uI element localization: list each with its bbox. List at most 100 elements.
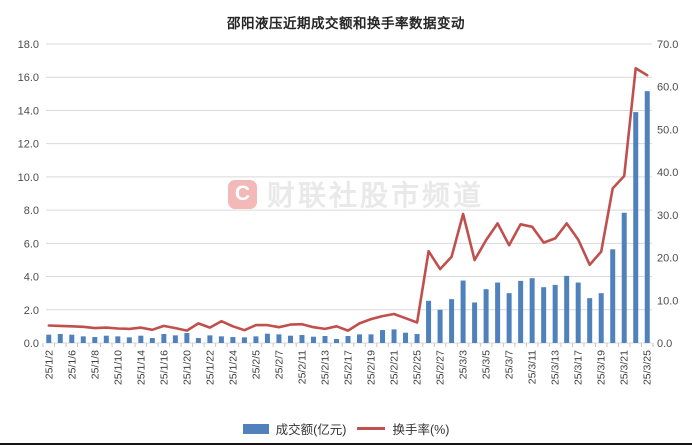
x-axis-date-label: 25/2/27 [435, 350, 447, 385]
volume-bar [218, 336, 224, 343]
x-axis-date-label: 25/3/3 [458, 350, 470, 379]
left-axis-tick-label: 6.0 [24, 238, 39, 250]
volume-bar [103, 335, 109, 343]
volume-bar [598, 293, 604, 343]
volume-bar [207, 335, 213, 343]
volume-bar [633, 112, 639, 343]
x-axis-date-label: 25/2/17 [343, 350, 355, 385]
right-axis-tick-label: 30.0 [657, 210, 678, 222]
left-axis-tick-label: 10.0 [18, 172, 39, 184]
volume-bar [552, 284, 558, 343]
volume-bar [241, 337, 247, 343]
volume-bar [414, 334, 420, 343]
legend-line-swatch-icon [357, 427, 386, 430]
cailianshe-logo-icon: C [228, 179, 257, 209]
x-axis-date-label: 25/1/16 [158, 350, 170, 385]
right-axis-tick-label: 0.0 [657, 338, 672, 350]
x-axis-date-label: 25/1/14 [135, 350, 147, 385]
volume-bar [333, 339, 339, 343]
x-axis-date-label: 25/1/24 [227, 350, 239, 385]
x-axis-date-label: 25/3/17 [573, 350, 585, 385]
volume-bar [46, 334, 52, 343]
x-axis-date-label: 25/3/7 [504, 350, 516, 379]
logo-letter: C [234, 182, 251, 205]
volume-bar [287, 335, 293, 343]
right-axis-tick-label: 10.0 [657, 295, 678, 307]
x-axis-date-label: 25/2/11 [296, 350, 308, 384]
volume-bar [253, 336, 259, 343]
volume-bar [460, 280, 466, 343]
right-axis-tick-label: 70.0 [657, 39, 678, 51]
volume-bar [138, 335, 144, 343]
x-axis-date-label: 25/3/21 [619, 350, 631, 385]
volume-bar [357, 334, 363, 343]
x-axis-date-label: 25/1/20 [181, 350, 193, 385]
left-axis-tick-label: 12.0 [18, 139, 39, 151]
x-axis-date-label: 25/1/10 [112, 350, 124, 385]
volume-bar [426, 300, 432, 343]
volume-bar [92, 337, 98, 343]
volume-bar [610, 249, 616, 343]
volume-bar [115, 336, 121, 343]
left-axis-tick-label: 2.0 [24, 305, 39, 317]
volume-bar [483, 289, 489, 343]
volume-bar [126, 337, 132, 343]
watermark-text: 财联社股市频道 [267, 180, 485, 211]
volume-bar [299, 335, 305, 343]
chart-title: 邵阳液压近期成交额和换手率数据变动 [227, 16, 465, 31]
x-axis-date-label: 25/2/5 [250, 350, 262, 379]
x-axis-date-label: 25/2/13 [319, 350, 331, 385]
volume-bar [437, 309, 443, 343]
left-axis-tick-label: 4.0 [24, 272, 39, 284]
volume-bar [587, 298, 593, 343]
x-axis-date-label: 25/2/21 [389, 350, 401, 385]
volume-bar [506, 293, 512, 343]
volume-bar [149, 338, 155, 343]
right-axis-tick-label: 50.0 [657, 124, 678, 136]
watermark: C 财联社股市频道 [228, 174, 484, 214]
volume-bar [322, 336, 328, 343]
volume-bar [57, 334, 63, 343]
volume-bar [564, 275, 570, 343]
x-axis-date-label: 25/1/6 [66, 350, 78, 379]
right-axis-tick-label: 60.0 [657, 82, 678, 94]
volume-bar [230, 337, 236, 343]
left-axis-tick-label: 0.0 [24, 338, 39, 350]
left-axis-tick-label: 18.0 [18, 39, 39, 51]
x-axis-date-label: 25/3/11 [527, 350, 539, 384]
turnover-line [47, 67, 649, 332]
volume-bar [518, 280, 524, 343]
legend-line-label: 换手率(%) [392, 423, 450, 437]
volume-bar [264, 333, 270, 343]
x-axis-date-label: 25/3/19 [596, 350, 608, 385]
volume-bar [184, 333, 190, 343]
x-axis-date-label: 25/3/25 [642, 350, 654, 385]
volume-bar [403, 332, 409, 343]
x-axis-date-label: 25/2/7 [273, 350, 285, 379]
left-axis-tick-label: 14.0 [18, 105, 39, 117]
left-axis-tick-label: 8.0 [24, 205, 39, 217]
volume-bar [172, 335, 178, 343]
volume-bar [380, 330, 386, 343]
volume-bar [391, 329, 397, 343]
left-axis-tick-label: 16.0 [18, 72, 39, 84]
x-axis-date-label: 25/1/2 [43, 350, 55, 379]
x-axis-date-label: 25/1/8 [89, 350, 101, 379]
volume-bar [575, 282, 581, 343]
legend-bar-label: 成交额(亿元) [275, 423, 347, 437]
x-axis-date-label: 25/3/5 [481, 350, 493, 379]
volume-bar [529, 278, 535, 343]
volume-bar [161, 334, 167, 343]
volume-bar [80, 336, 86, 343]
volume-bar [541, 287, 547, 343]
x-axis-date-label: 25/2/19 [366, 350, 378, 385]
volume-bar [472, 302, 478, 343]
volume-bar [276, 334, 282, 343]
volume-bar [69, 334, 75, 343]
volume-bar [449, 299, 455, 343]
legend-bar-swatch-icon [242, 423, 269, 434]
x-axis-date-label: 25/3/13 [550, 350, 562, 385]
x-axis-date-label: 25/1/22 [204, 350, 216, 385]
right-axis-tick-label: 40.0 [657, 167, 678, 179]
